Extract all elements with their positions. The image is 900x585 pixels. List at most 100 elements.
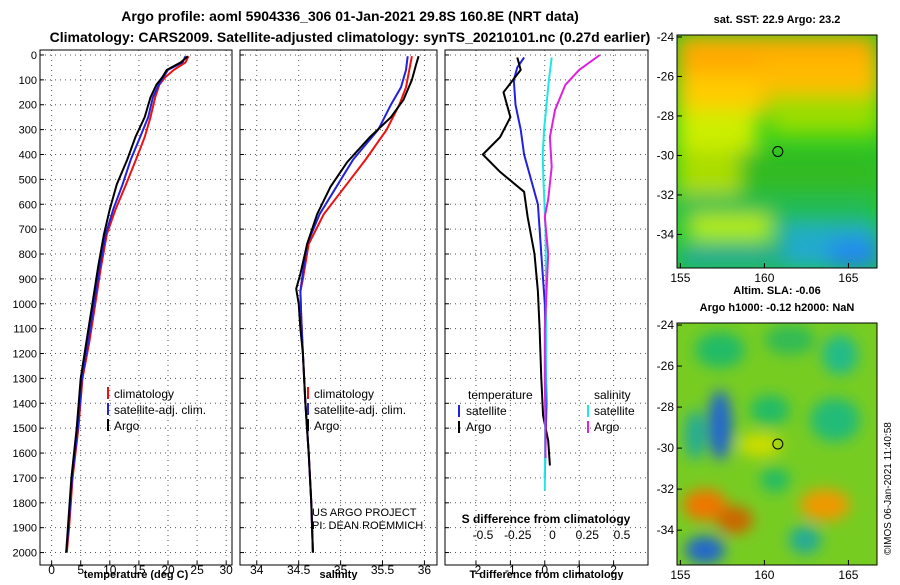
salinity-x-tick-label: 36 — [418, 563, 432, 577]
temperature-x-tick-label: 15 — [132, 563, 146, 577]
sst_map-y-tick-label: -32 — [657, 188, 675, 202]
temperature-legend-label: Argo — [114, 419, 140, 433]
salinity-x-tick-label: 34.5 — [287, 563, 311, 577]
sst_map-x-tick-label: 165 — [838, 271, 858, 285]
difference-series-t-satellite — [512, 56, 548, 478]
sst_map-y-tick-label: -26 — [657, 69, 675, 83]
temperature-y-tick-label: 700 — [19, 224, 37, 236]
sla_map-title: Altim. SLA: -0.06 — [733, 285, 820, 297]
sla_map-x-tick-label: 160 — [754, 568, 774, 580]
temperature-x-tick-label: 25 — [190, 563, 204, 577]
temperature-legend-swatch — [107, 403, 109, 415]
difference-x-tick-label: 2 — [610, 563, 617, 577]
salinity-legend-label: Argo — [314, 419, 340, 433]
temperature-y-tick-label: 1100 — [13, 324, 37, 336]
sst_map-x-tick-label: 155 — [670, 271, 690, 285]
salinity-legend-swatch — [307, 387, 309, 399]
temperature-y-tick-label: 400 — [19, 149, 37, 161]
diff-s-tick-label: 0.5 — [614, 528, 631, 542]
difference-series-t-argo — [481, 57, 551, 466]
difference-series-s-argo — [543, 54, 601, 458]
sla_map-y-tick-label: -28 — [657, 400, 675, 414]
sst_map-y-tick-label: -28 — [657, 109, 675, 123]
temperature-y-tick-label: 2000 — [13, 548, 37, 560]
sla_map-y-tick-label: -32 — [657, 482, 675, 496]
temperature-legend-swatch — [107, 419, 109, 431]
temperature-x-tick-label: 10 — [103, 563, 117, 577]
credit-line2: PI: DEAN ROEMMICH — [312, 520, 423, 532]
sla_map-y-tick-label: -30 — [657, 441, 675, 455]
temperature-y-tick-label: 1900 — [13, 523, 37, 535]
difference-frame — [444, 49, 649, 566]
temperature-x-tick-label: 20 — [161, 563, 175, 577]
salinity-x-axis-label: salinity — [320, 569, 359, 580]
temperature-legend-swatch — [107, 387, 109, 399]
sst-map-image — [677, 35, 877, 268]
difference-x-tick-label: 1 — [576, 563, 583, 577]
diff-legend-s-title: salinity — [594, 388, 631, 402]
sst_map-y-tick-label: -34 — [657, 227, 675, 241]
diff-s-axis-label: S difference from climatology — [462, 512, 631, 526]
sla_map-y-tick-label: -24 — [657, 318, 675, 332]
salinity-legend-swatch — [307, 403, 309, 415]
salinity-series-satellite-adj-clim- — [299, 56, 409, 553]
salinity-x-tick-label: 35 — [334, 563, 348, 577]
temperature-y-tick-label: 1700 — [13, 473, 37, 485]
salinity-series-argo — [295, 55, 420, 553]
sla_map-y-tick-label: -34 — [657, 523, 675, 537]
diff-legend-t-swatch — [458, 405, 460, 417]
sst_map-argo-position-marker — [772, 146, 784, 157]
sla_map-watermark: ©IMOS 06-Jan-2021 11:40:58 — [883, 422, 894, 555]
difference-x-axis-label: T difference from climatology — [469, 569, 624, 580]
salinity-legend-label: satellite-adj. clim. — [314, 403, 406, 417]
diff-s-tick-label: 0 — [549, 528, 556, 542]
temperature-y-tick-label: 1500 — [13, 423, 37, 435]
temperature-y-tick-label: 200 — [19, 100, 37, 112]
salinity-frame — [239, 49, 438, 566]
temperature-x-tick-label: 30 — [220, 563, 234, 577]
temperature-x-tick-label: 0 — [48, 563, 55, 577]
temperature-legend-label: satellite-adj. clim. — [114, 403, 206, 417]
salinity-legend-swatch — [307, 419, 309, 431]
temperature-y-tick-label: 1200 — [13, 349, 37, 361]
diff-legend-s-label: satellite — [594, 404, 635, 418]
diff-s-tick-label: -0.5 — [473, 528, 494, 542]
sst_map-y-tick-label: -24 — [657, 30, 675, 44]
sla_map-x-tick-label: 155 — [670, 568, 690, 580]
temperature-y-tick-label: 1000 — [13, 299, 37, 311]
figure-title-line2: Climatology: CARS2009. Satellite-adjuste… — [50, 29, 651, 45]
sla_map-x-tick-label: 165 — [838, 568, 858, 580]
temperature-y-tick-label: 1600 — [13, 448, 37, 460]
sla_map-frame — [676, 322, 878, 566]
sst_map-y-tick-label: -30 — [657, 148, 675, 162]
credit-line1: US ARGO PROJECT — [312, 507, 417, 519]
sst_map-frame — [676, 34, 878, 269]
sla_map-argo-position-marker — [772, 438, 784, 450]
temperature-y-tick-label: 900 — [19, 274, 37, 286]
salinity-x-tick-label: 34 — [250, 563, 264, 577]
temperature-x-axis-label: temperature (deg C) — [84, 569, 189, 580]
sst_map-title: sat. SST: 22.9 Argo: 23.2 — [714, 14, 841, 26]
temperature-y-tick-label: 300 — [19, 125, 37, 137]
sla-map-image — [677, 323, 877, 565]
temperature-frame — [39, 49, 233, 566]
temperature-y-tick-label: 1800 — [13, 498, 37, 510]
temperature-series-satellite-adj-clim- — [65, 55, 187, 553]
diff-s-tick-label: -0.25 — [504, 528, 532, 542]
temperature-y-tick-label: 800 — [19, 249, 37, 261]
diff-s-tick-label: 0.25 — [576, 528, 600, 542]
temperature-series-argo — [65, 55, 189, 553]
diff-legend-t-title: temperature — [468, 388, 533, 402]
difference-x-tick-label: -2 — [471, 563, 482, 577]
temperature-y-tick-label: 100 — [19, 75, 37, 87]
sla_map-y-tick-label: -26 — [657, 359, 675, 373]
salinity-x-tick-label: 35.5 — [371, 563, 395, 577]
diff-legend-t-label: satellite — [466, 404, 507, 418]
difference-x-tick-label: 0 — [541, 563, 548, 577]
temperature-y-tick-label: 1400 — [13, 398, 37, 410]
temperature-y-tick-label: 600 — [19, 199, 37, 211]
diff-legend-t-swatch — [458, 421, 460, 433]
sla_map-subtitle: Argo h1000: -0.12 h2000: NaN — [700, 302, 855, 314]
